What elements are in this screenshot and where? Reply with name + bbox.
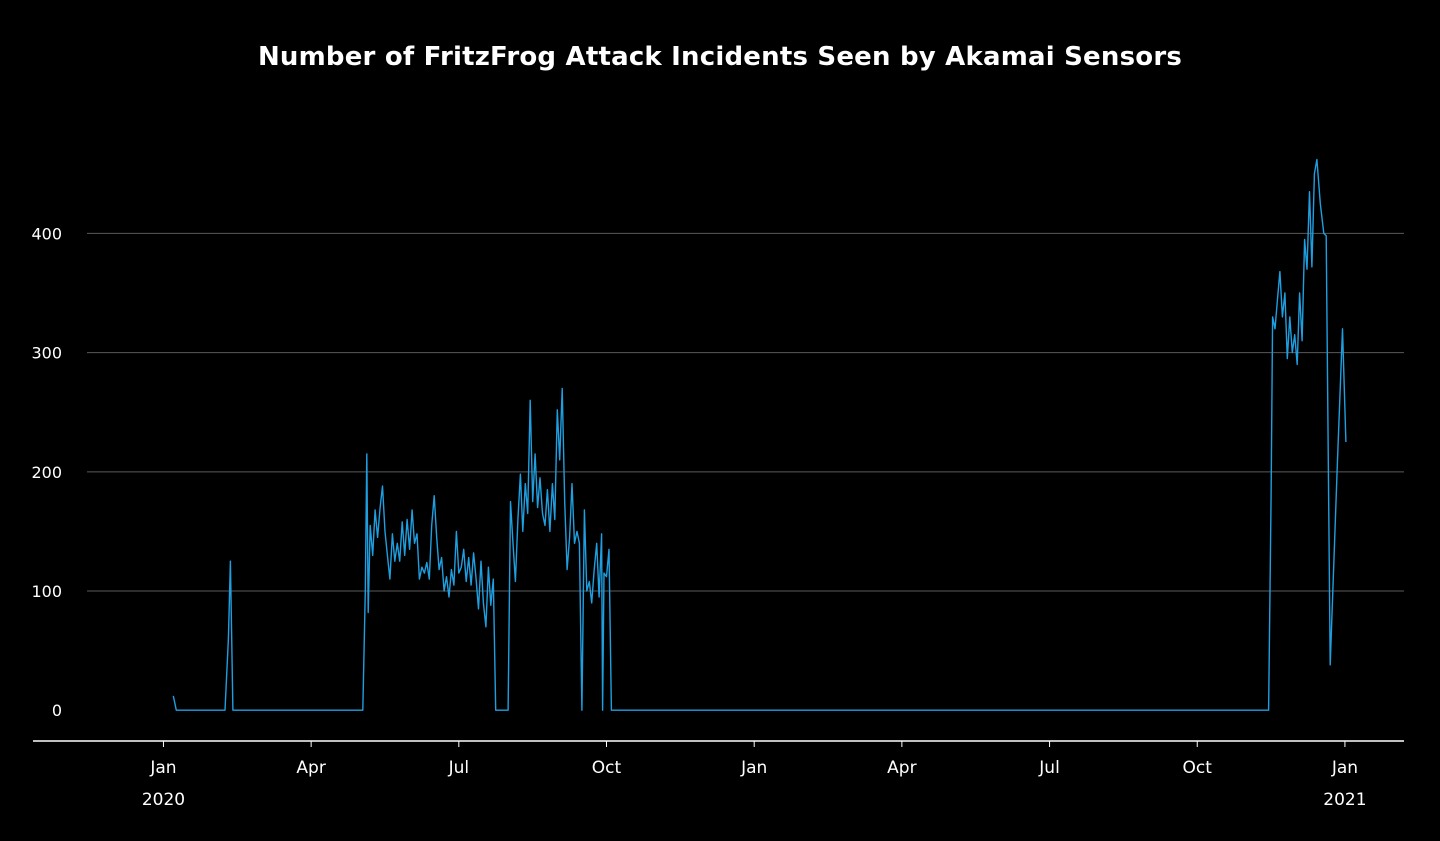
x-tick-label: Oct — [592, 758, 622, 778]
x-axis: Jan 2020 Apr Jul Oct Jan Apr Jul Oct Jan 2021 — [33, 740, 1404, 810]
x-tick-label: Apr — [296, 758, 325, 778]
y-tick-label: 300 — [31, 344, 62, 363]
x-tick-label: Apr — [887, 758, 916, 778]
x-tick-label: Jan — [1331, 758, 1358, 778]
x-tick-label: Jul — [1038, 758, 1060, 778]
x-tick-label: Oct — [1183, 758, 1213, 778]
y-tick-label: 400 — [31, 224, 62, 243]
x-tick-label: Jan — [149, 758, 176, 778]
y-tick-label: 0 — [52, 701, 62, 720]
chart-title: Number of FritzFrog Attack Incidents See… — [257, 42, 1183, 72]
y-tick-label: 100 — [31, 582, 62, 601]
x-tick-label: Jan — [740, 758, 767, 778]
gridlines — [87, 232, 1404, 592]
series-layer — [172, 158, 1347, 711]
series-line-incidents — [172, 158, 1347, 711]
x-tick-label: Jul — [448, 758, 470, 778]
y-tick-label: 200 — [31, 463, 62, 482]
x-tick-year-label: 2020 — [142, 790, 185, 810]
x-tick-year-label: 2021 — [1323, 790, 1366, 810]
y-axis-ticks: 0 100 200 300 400 — [31, 224, 62, 720]
